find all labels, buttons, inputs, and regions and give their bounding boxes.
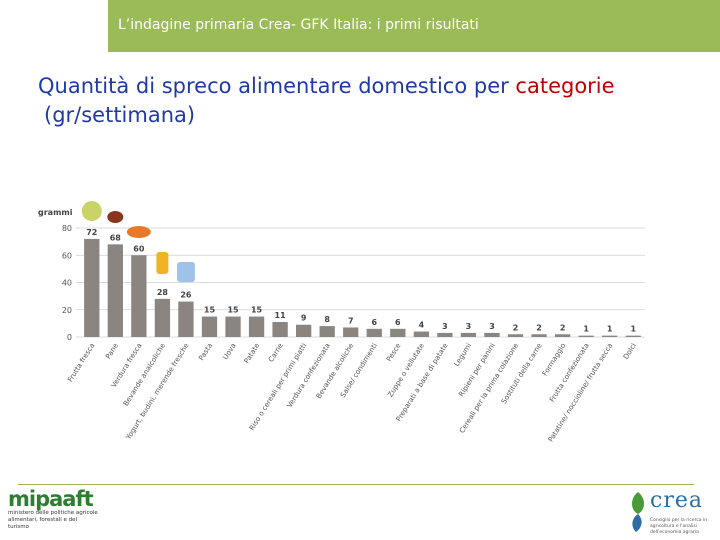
data-label: 3 bbox=[466, 322, 472, 331]
bar bbox=[248, 316, 265, 337]
mipaaft-wordmark: mipaaft bbox=[8, 487, 94, 511]
x-tick-label: Verdura confezionata bbox=[286, 342, 332, 409]
yogurt-jar-icon bbox=[176, 262, 195, 282]
bar bbox=[154, 298, 171, 337]
data-label: 2 bbox=[560, 323, 566, 332]
bar bbox=[272, 322, 288, 337]
data-label: 60 bbox=[133, 244, 145, 253]
bar bbox=[84, 238, 100, 337]
data-label: 2 bbox=[536, 323, 542, 332]
x-tick-label: Patate bbox=[243, 342, 262, 365]
data-label: 1 bbox=[607, 325, 613, 334]
data-label: 3 bbox=[442, 322, 448, 331]
slide-title-accent: categorie bbox=[515, 74, 615, 98]
vegetable-icon bbox=[126, 226, 151, 238]
y-tick-label: 60 bbox=[62, 251, 72, 260]
bar bbox=[437, 332, 453, 337]
x-tick-label: Pane bbox=[104, 342, 120, 361]
data-label: 9 bbox=[301, 314, 307, 323]
bar bbox=[531, 334, 547, 337]
slide-title: Quantità di spreco alimentare domestico … bbox=[38, 72, 698, 130]
data-label: 3 bbox=[489, 322, 495, 331]
data-label: 4 bbox=[419, 321, 425, 330]
data-label: 15 bbox=[204, 306, 216, 315]
y-tick-label: 80 bbox=[62, 224, 72, 233]
bar bbox=[366, 328, 382, 337]
x-tick-label: Legumi bbox=[453, 342, 473, 368]
x-tick-label: Frutta fresca bbox=[66, 342, 96, 384]
data-label: 68 bbox=[110, 233, 122, 242]
data-label: 1 bbox=[583, 325, 589, 334]
x-tick-label: Uova bbox=[221, 342, 237, 361]
mipaaft-subtitle: ministero delle politiche agricole alime… bbox=[8, 510, 98, 530]
mipaaft-logo: mipaaft ministero delle politiche agrico… bbox=[8, 488, 108, 538]
x-tick-label: Bevande analcoliche bbox=[122, 342, 167, 408]
bar bbox=[225, 316, 241, 337]
bar bbox=[131, 255, 147, 337]
bar bbox=[484, 332, 500, 337]
data-label: 11 bbox=[275, 311, 287, 320]
crea-logo: crea Consiglio per la ricerca in agricol… bbox=[624, 486, 720, 540]
bottle-icon bbox=[156, 252, 169, 274]
slide-title-prefix: Quantità di spreco alimentare domestico … bbox=[38, 74, 516, 98]
crea-leaf-icon bbox=[632, 492, 644, 532]
bar bbox=[554, 334, 571, 337]
bar bbox=[507, 334, 524, 337]
header-bar: L’indagine primaria Crea- GFK Italia: i … bbox=[108, 0, 720, 52]
data-label: 1 bbox=[630, 325, 636, 334]
y-tick-label: 0 bbox=[67, 333, 72, 342]
bar bbox=[602, 335, 618, 337]
y-tick-label: 40 bbox=[62, 279, 72, 288]
bar bbox=[625, 335, 641, 337]
data-label: 72 bbox=[86, 228, 97, 237]
bar bbox=[413, 331, 430, 337]
header-title: L’indagine primaria Crea- GFK Italia: i … bbox=[118, 17, 479, 33]
data-label: 2 bbox=[513, 323, 519, 332]
bar bbox=[390, 328, 406, 337]
bar bbox=[460, 332, 477, 337]
x-tick-label: Pasta bbox=[197, 342, 214, 362]
bar bbox=[343, 327, 359, 337]
data-label: 26 bbox=[180, 291, 192, 300]
bar bbox=[319, 326, 335, 337]
footer-divider bbox=[18, 484, 694, 485]
data-label: 7 bbox=[348, 316, 354, 325]
bar bbox=[178, 301, 194, 337]
bar bbox=[578, 335, 594, 337]
bar bbox=[295, 324, 312, 337]
y-tick-label: 20 bbox=[62, 306, 72, 315]
data-label: 28 bbox=[157, 288, 169, 297]
crea-subtitle: Consiglio per la ricerca in agricoltura … bbox=[650, 518, 708, 535]
data-label: 8 bbox=[324, 315, 330, 324]
x-tick-label: Carne bbox=[267, 342, 285, 364]
bar bbox=[107, 244, 123, 337]
data-label: 15 bbox=[251, 306, 263, 315]
data-label: 15 bbox=[227, 306, 239, 315]
x-tick-label: Dolci bbox=[622, 342, 638, 361]
bar bbox=[201, 316, 218, 337]
crea-wordmark: crea bbox=[650, 488, 703, 513]
slide-title-unit: (gr/settimana) bbox=[44, 103, 196, 127]
x-tick-label: Formaggio bbox=[541, 342, 567, 378]
data-label: 6 bbox=[371, 318, 377, 327]
y-axis-label: grammi bbox=[38, 208, 73, 217]
apple-icon bbox=[81, 201, 102, 221]
data-label: 6 bbox=[395, 318, 401, 327]
x-tick-label: Pesce bbox=[385, 342, 402, 363]
bread-icon bbox=[107, 211, 124, 223]
